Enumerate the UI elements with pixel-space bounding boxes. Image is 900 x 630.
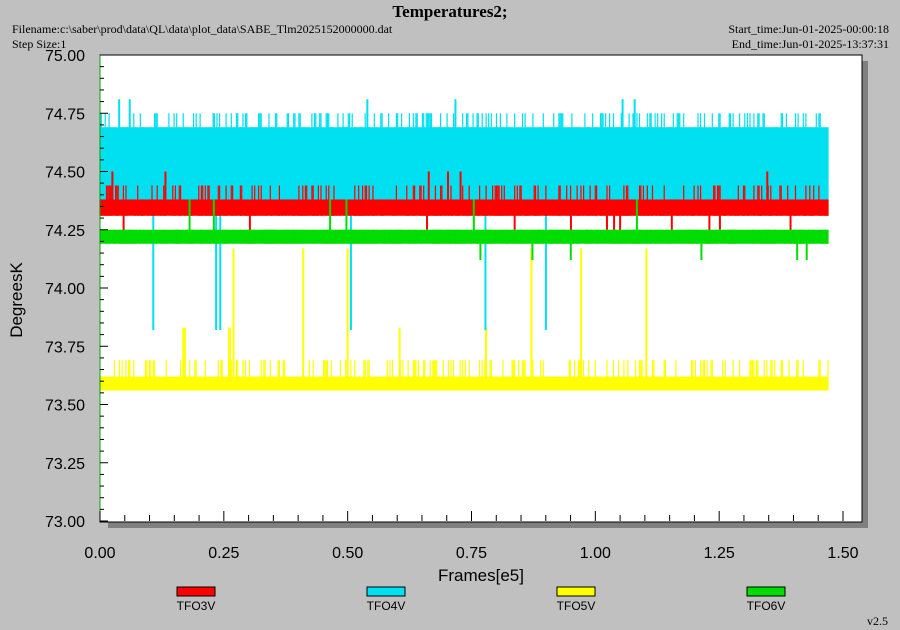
series-tfo4v [99,99,829,330]
series-band-tfo6v [100,229,829,244]
x-axis-label: Frames[e5] [438,566,524,585]
x-tick-label: 0.50 [332,545,363,562]
legend-label-tfo3v: TFO3V [177,599,216,613]
y-tick-label: 73.75 [45,339,85,356]
y-tick-label: 74.75 [45,106,85,123]
filename-label: Filename:c:\saber\prod\data\QL\data\plot… [12,22,393,36]
end-time-label: End_time:Jun-01-2025-13:37:31 [731,37,889,51]
legend-swatch-tfo3v [176,586,216,597]
legend-label-tfo4v: TFO4V [367,599,406,613]
start-time-label: Start_time:Jun-01-2025-00:00:18 [728,22,889,36]
x-tick-label: 1.25 [704,545,735,562]
x-tick-label: 1.00 [580,545,611,562]
series-tfo6v [100,199,829,261]
x-tick-label: 0.00 [84,545,115,562]
series-noise-tfo5v [100,360,829,391]
y-axis-label: DegreesK [7,262,26,338]
legend-label-tfo6v: TFO6V [747,599,786,613]
y-tick-label: 74.25 [45,223,85,240]
step-size-label: Step Size:1 [12,37,67,51]
chart-title: Temperatures2; [392,2,508,21]
y-tick-label: 74.00 [45,281,85,298]
legend-swatch-tfo4v [366,586,406,597]
y-tick-label: 74.50 [45,165,85,182]
series-noise-tfo6v [100,229,829,244]
series-layer [99,99,829,391]
x-tick-label: 1.50 [827,545,858,562]
legend-swatch-tfo6v [746,586,786,597]
y-tick-label: 73.00 [45,514,85,531]
y-tick-label: 73.25 [45,456,85,473]
x-tick-label: 0.75 [456,545,487,562]
legend-label-tfo5v: TFO5V [557,599,596,613]
legend: TFO3V TFO4V TFO5V TFO6V [176,586,786,613]
axis-layer: 73.00 73.25 73.50 73.75 74.00 74.25 74.50 74.75… [7,48,859,585]
x-tick-label: 0.25 [208,545,239,562]
version-label: v2.5 [867,614,888,628]
series-band-tfo4v [100,127,829,200]
y-tick-label: 75.00 [45,48,85,65]
y-tick-label: 73.50 [45,398,85,415]
legend-swatch-tfo5v [556,586,596,597]
series-tfo5v [100,248,829,391]
